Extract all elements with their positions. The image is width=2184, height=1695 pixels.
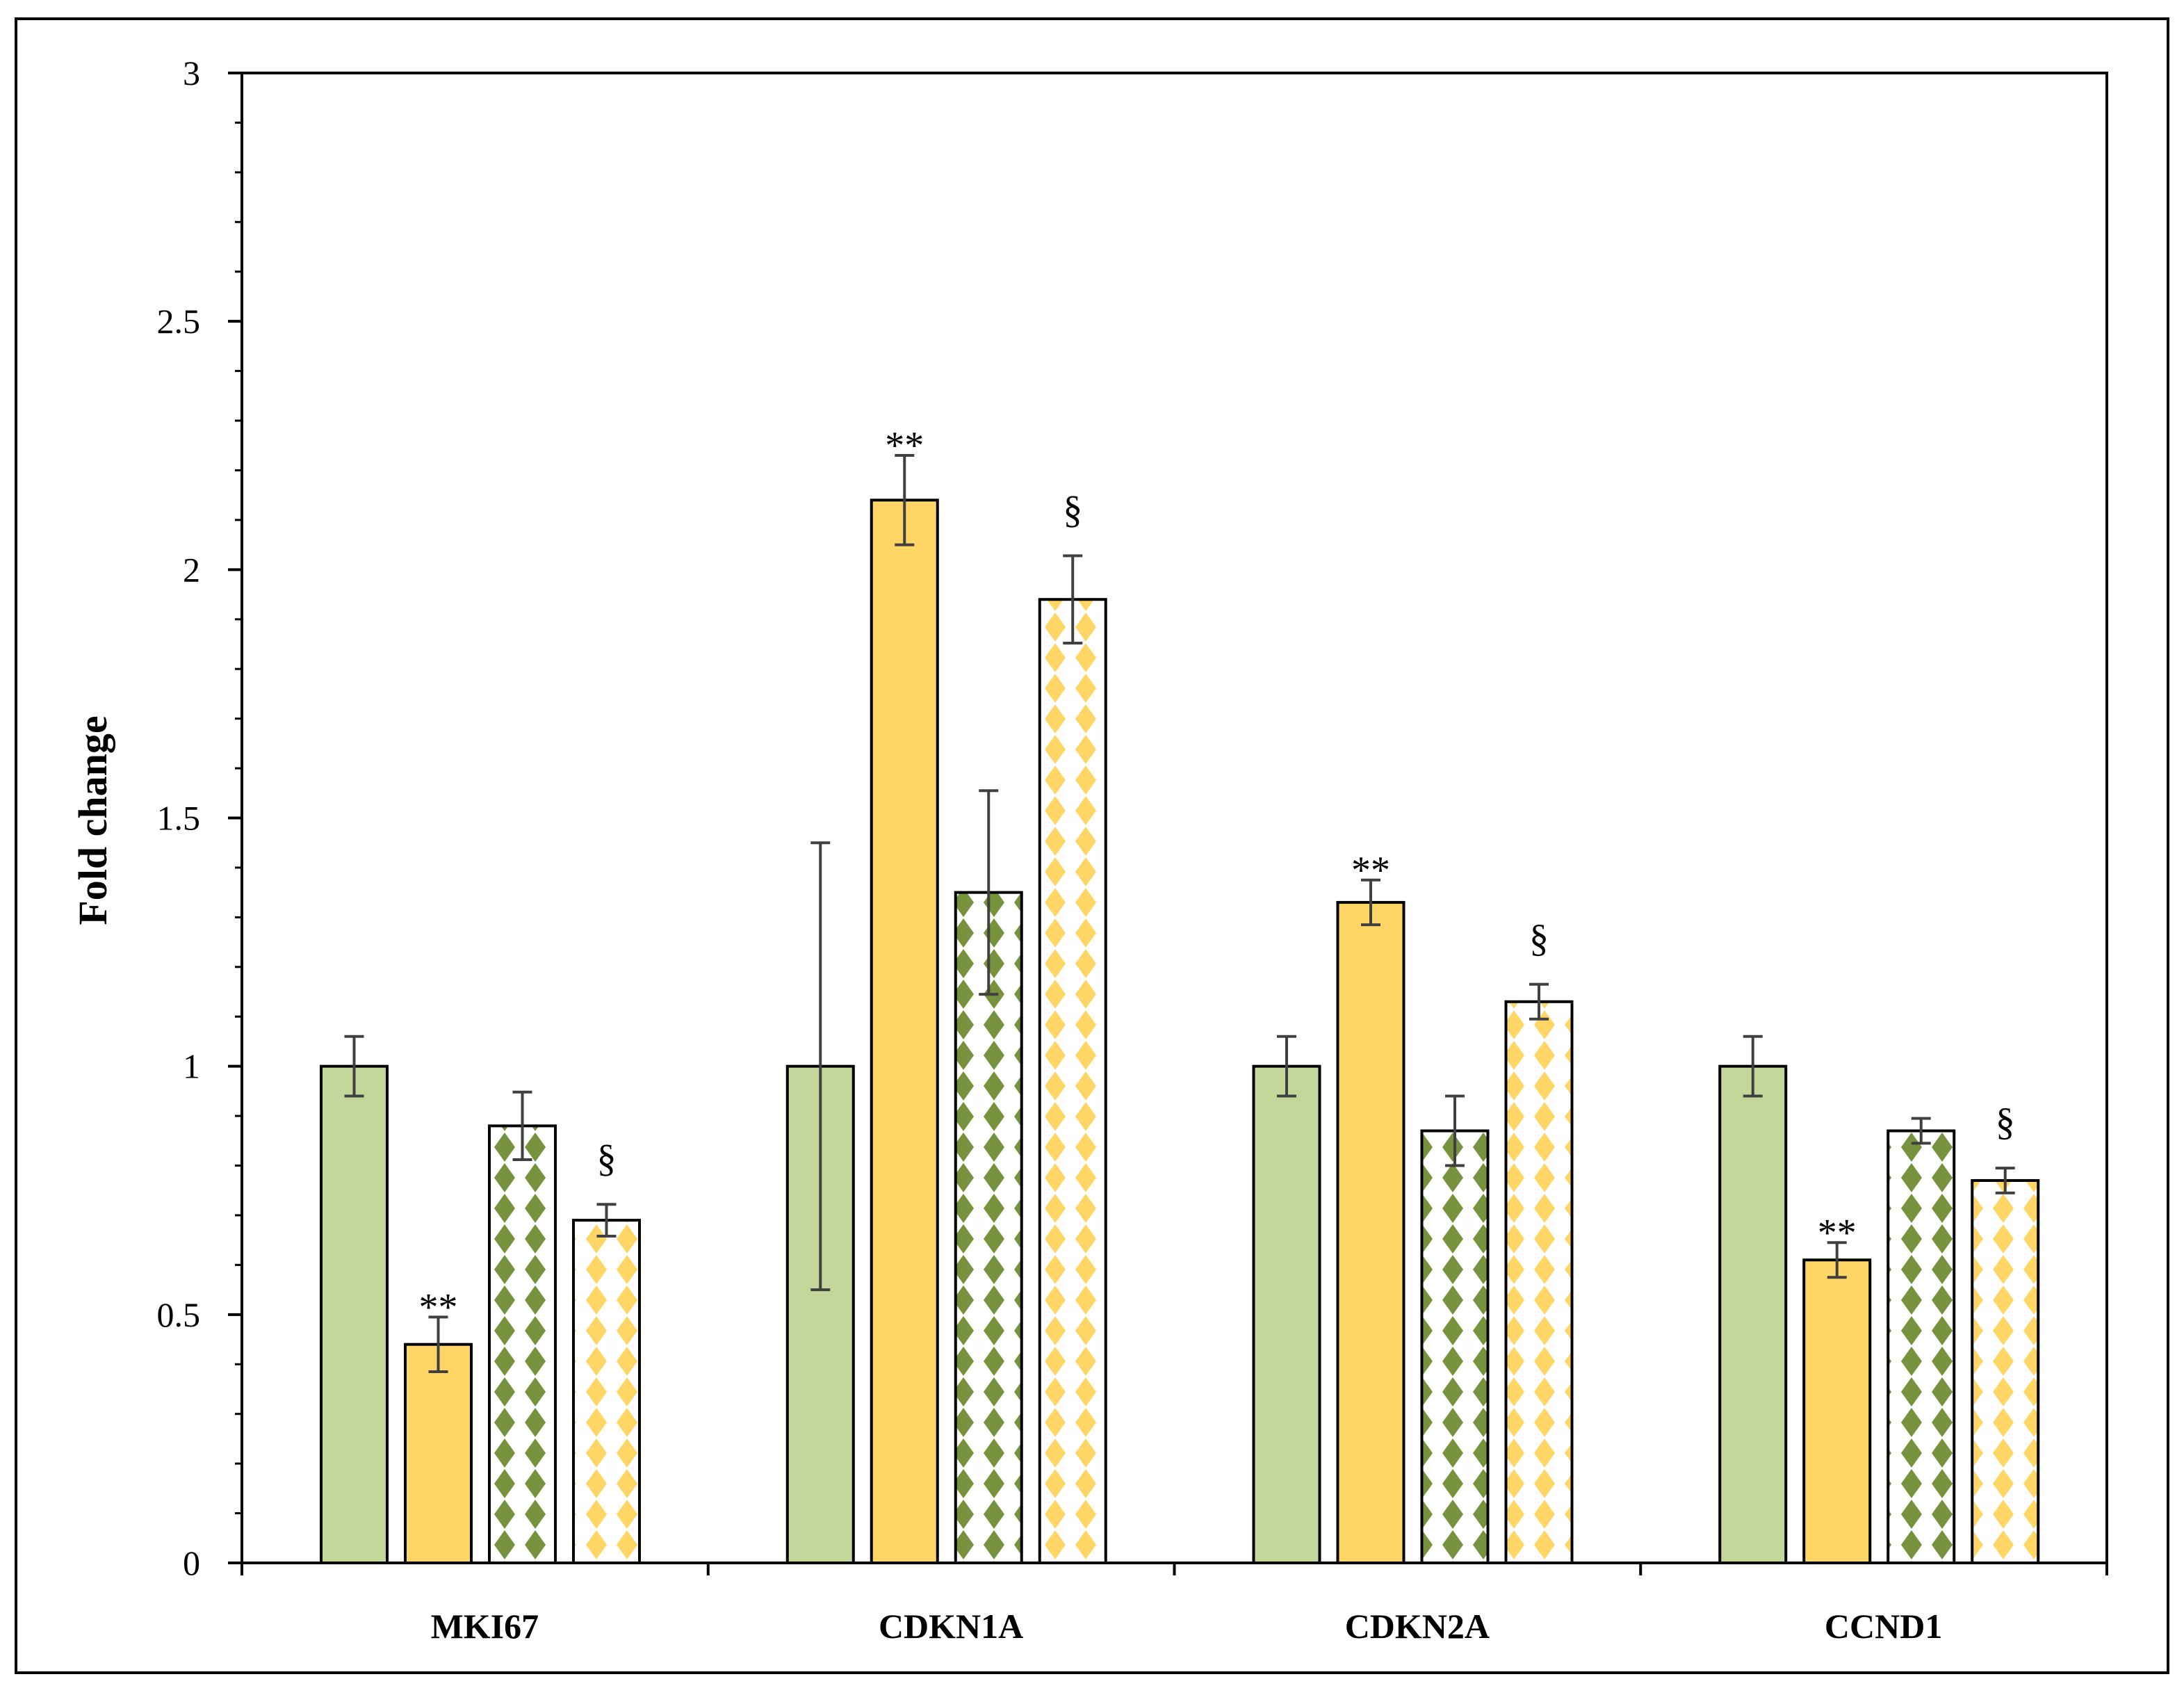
y-tick-label: 2	[183, 550, 200, 589]
significance-marker-double-star: **	[1351, 849, 1390, 892]
bar-series-1-ccnd1	[1718, 1064, 1788, 1564]
bar-series-2-cdkn2a	[1336, 900, 1405, 1564]
bar-series-3-mki67	[488, 1124, 557, 1565]
significance-marker-section: §	[1529, 917, 1549, 960]
x-category-label: CDKN1A	[879, 1607, 1023, 1646]
bar-series-3-cdkn2a	[1420, 1129, 1490, 1564]
bar-series-2-cdkn1a	[870, 498, 939, 1564]
y-tick-label: 1	[183, 1047, 200, 1086]
bar-series-1-mki67	[320, 1064, 389, 1564]
significance-marker-double-star: **	[1818, 1211, 1857, 1254]
bar-series-4-cdkn2a	[1504, 1000, 1574, 1564]
bar-series-2-ccnd1	[1802, 1258, 1872, 1565]
bar-series-2-mki67	[404, 1343, 473, 1565]
bar-series-1-cdkn2a	[1252, 1064, 1321, 1564]
significance-marker-double-star: **	[885, 424, 924, 467]
bar-series-4-mki67	[572, 1219, 641, 1564]
y-axis-label: Fold change	[70, 715, 115, 925]
y-tick-label: 3	[183, 54, 200, 92]
bar-series-4-ccnd1	[1971, 1178, 2040, 1565]
bars-layer	[320, 454, 2040, 1565]
labels-layer: 0 0.5 1 1.5 2 2.5 3 MKI67 CDKN1A CDKN2A CCND1 ** § **…	[157, 54, 2015, 1646]
significance-marker-double-star: **	[419, 1286, 458, 1329]
y-tick-label: 2.5	[157, 302, 201, 341]
y-tick-label: 1.5	[157, 799, 201, 838]
bar-series-4-cdkn1a	[1038, 598, 1107, 1564]
y-tick-label: 0	[183, 1543, 200, 1582]
axes-layer	[228, 72, 2108, 1575]
x-category-label: MKI67	[431, 1607, 539, 1646]
bar-series-3-ccnd1	[1886, 1129, 1956, 1564]
x-category-label: CDKN2A	[1345, 1607, 1490, 1646]
significance-marker-section: §	[1063, 488, 1082, 531]
y-tick-label: 0.5	[157, 1295, 201, 1334]
bar-series-3-cdkn1a	[954, 891, 1023, 1564]
x-category-label: CCND1	[1825, 1607, 1942, 1646]
significance-marker-section: §	[1996, 1101, 2015, 1144]
significance-marker-section: §	[597, 1137, 617, 1180]
